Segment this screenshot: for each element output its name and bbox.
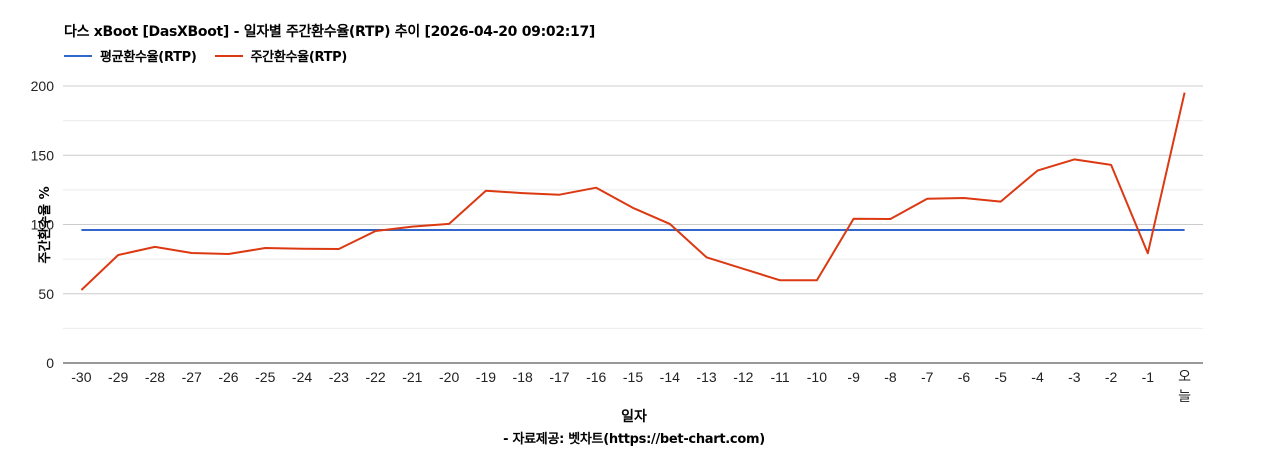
x-tick-label: -15 bbox=[623, 369, 643, 385]
y-tick-label: 150 bbox=[31, 147, 55, 163]
x-tick-label: -5 bbox=[995, 369, 1008, 385]
x-tick-label: -3 bbox=[1068, 369, 1081, 385]
legend-item-average[interactable]: 평균환수율(RTP) bbox=[64, 46, 197, 65]
x-tick-label: -16 bbox=[586, 369, 606, 385]
weekly-rtp-line bbox=[80, 92, 1186, 291]
x-tick-label: -24 bbox=[292, 369, 312, 385]
gridlines bbox=[63, 85, 1203, 329]
x-tick-label: -17 bbox=[549, 369, 569, 385]
x-tick-label: -9 bbox=[847, 369, 860, 385]
x-tick-label: 오 bbox=[1178, 369, 1191, 385]
x-tick-label: -13 bbox=[696, 369, 716, 385]
y-axis-label: 주간환수율 % bbox=[38, 186, 54, 264]
x-tick-label: -4 bbox=[1031, 369, 1044, 385]
legend-swatch-average bbox=[64, 54, 92, 57]
x-axis-ticks: -30 -29 -28 -27 -26 -25 -24 -23 -22 -21 -20 -19 -18-… bbox=[71, 369, 1191, 405]
legend-label-weekly: 주간환수율(RTP) bbox=[250, 50, 348, 65]
chart-legend: 평균환수율(RTP) 주간환수율(RTP) bbox=[64, 46, 365, 65]
x-tick-label: -30 bbox=[71, 369, 91, 385]
x-tick-label: -25 bbox=[255, 369, 275, 385]
x-tick-label: -29 bbox=[108, 369, 128, 385]
x-tick-label: -27 bbox=[182, 369, 202, 385]
y-tick-label: 0 bbox=[46, 355, 54, 371]
x-tick-label: -21 bbox=[402, 369, 422, 385]
x-tick-label: -6 bbox=[958, 369, 971, 385]
x-tick-label: -18 bbox=[513, 369, 533, 385]
x-tick-label: -8 bbox=[884, 369, 897, 385]
y-tick-label: 100 bbox=[31, 217, 55, 233]
chart-title: 다스 xBoot [DasXBoot] - 일자별 주간환수율(RTP) 추이 … bbox=[64, 24, 596, 40]
x-tick-label: -20 bbox=[439, 369, 459, 385]
x-tick-label: -7 bbox=[921, 369, 934, 385]
legend-swatch-weekly bbox=[214, 54, 243, 57]
x-tick-label: -23 bbox=[329, 369, 349, 385]
x-axis-label: 일자 bbox=[621, 409, 647, 425]
y-tick-label: 50 bbox=[38, 286, 54, 302]
x-tick-label: -10 bbox=[807, 369, 827, 385]
x-tick-label: -1 bbox=[1142, 369, 1155, 385]
y-axis-ticks: 0 50 100 150 200 bbox=[31, 78, 55, 371]
legend-item-weekly[interactable]: 주간환수율(RTP) bbox=[214, 46, 348, 65]
x-tick-label: -19 bbox=[476, 369, 496, 385]
x-tick-label: -22 bbox=[365, 369, 385, 385]
data-source-credit: - 자료제공: 벳차트(https://bet-chart.com) bbox=[503, 432, 765, 447]
data-series bbox=[80, 92, 1186, 291]
x-tick-label: -26 bbox=[218, 369, 238, 385]
y-tick-label: 200 bbox=[31, 78, 55, 94]
x-tick-label: -14 bbox=[660, 369, 680, 385]
x-tick-label: -12 bbox=[733, 369, 753, 385]
x-tick-label: -11 bbox=[770, 369, 789, 385]
x-tick-label: -28 bbox=[145, 369, 165, 385]
x-tick-label: -2 bbox=[1105, 369, 1118, 385]
legend-label-average: 평균환수율(RTP) bbox=[100, 50, 197, 65]
x-tick-label: 늘 bbox=[1178, 389, 1191, 405]
